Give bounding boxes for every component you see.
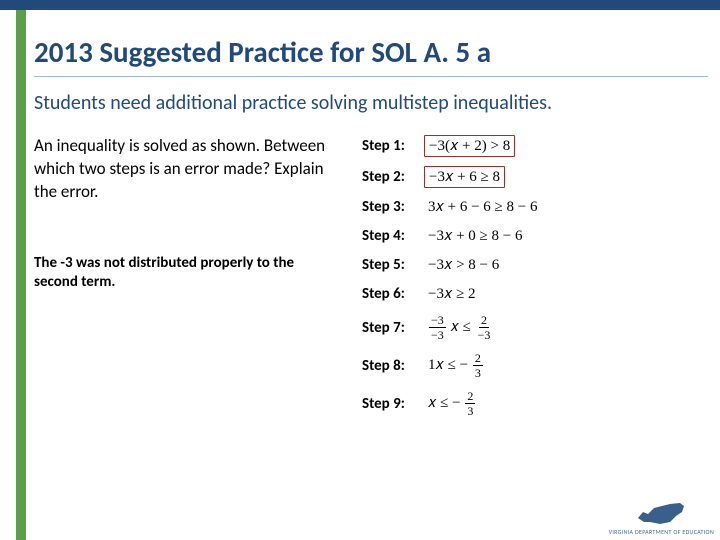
- step-row: Step 5:−3𝑥 > 8 − 6: [362, 255, 708, 275]
- step-math: −3𝑥 + 0 ≥ 8 − 6: [424, 226, 526, 246]
- step-label: Step 7:: [362, 319, 424, 337]
- step-row: Step 2:−3𝑥 + 6 ≥ 8: [362, 166, 708, 188]
- step-label: Step 6:: [362, 285, 424, 303]
- step-math: 𝑥 ≤ − 23: [424, 389, 480, 418]
- steps-column: Step 1:−3(𝑥 + 2) > 8Step 2:−3𝑥 + 6 ≥ 8St…: [362, 135, 708, 427]
- virginia-shape-icon: [636, 500, 686, 526]
- step-label: Step 8:: [362, 357, 424, 375]
- step-label: Step 9:: [362, 395, 424, 413]
- slide-subtitle: Students need additional practice solvin…: [34, 91, 708, 115]
- step-row: Step 8:1𝑥 ≤ − 23: [362, 351, 708, 380]
- answer-text: The -3 was not distributed properly to t…: [34, 254, 340, 293]
- step-math: −3𝑥 > 8 − 6: [424, 255, 503, 275]
- step-label: Step 2:: [362, 168, 424, 186]
- step-row: Step 3:3𝑥 + 6 − 6 ≥ 8 − 6: [362, 197, 708, 217]
- vdoe-logo: VIRGINIA DEPARTMENT OF EDUCATION: [609, 500, 714, 536]
- step-math: 3𝑥 + 6 − 6 ≥ 8 − 6: [424, 197, 541, 217]
- step-math: 1𝑥 ≤ − 23: [424, 351, 488, 380]
- left-column: An inequality is solved as shown. Betwee…: [34, 135, 340, 427]
- step-row: Step 7:−3−3 𝑥 ≤ 2−3: [362, 313, 708, 342]
- step-label: Step 4:: [362, 227, 424, 245]
- step-row: Step 6:−3𝑥 ≥ 2: [362, 284, 708, 304]
- step-row: Step 9:𝑥 ≤ − 23: [362, 389, 708, 418]
- step-math: −3−3 𝑥 ≤ 2−3: [424, 313, 497, 342]
- step-math: −3𝑥 ≥ 2: [424, 284, 480, 304]
- step-label: Step 5:: [362, 256, 424, 274]
- left-accent-strip: [16, 10, 26, 540]
- step-math: −3𝑥 + 6 ≥ 8: [424, 166, 505, 188]
- step-row: Step 1:−3(𝑥 + 2) > 8: [362, 135, 708, 157]
- slide-content: 2013 Suggested Practice for SOL A. 5 a S…: [34, 34, 708, 530]
- step-label: Step 1:: [362, 137, 424, 155]
- slide-title: 2013 Suggested Practice for SOL A. 5 a: [34, 34, 708, 70]
- step-row: Step 4:−3𝑥 + 0 ≥ 8 − 6: [362, 226, 708, 246]
- logo-text: VIRGINIA DEPARTMENT OF EDUCATION: [609, 528, 714, 536]
- step-math: −3(𝑥 + 2) > 8: [424, 135, 515, 157]
- problem-prompt: An inequality is solved as shown. Betwee…: [34, 135, 340, 204]
- two-column-layout: An inequality is solved as shown. Betwee…: [34, 135, 708, 427]
- title-rule: [34, 76, 708, 77]
- step-label: Step 3:: [362, 198, 424, 216]
- top-accent-strip: [0, 0, 720, 10]
